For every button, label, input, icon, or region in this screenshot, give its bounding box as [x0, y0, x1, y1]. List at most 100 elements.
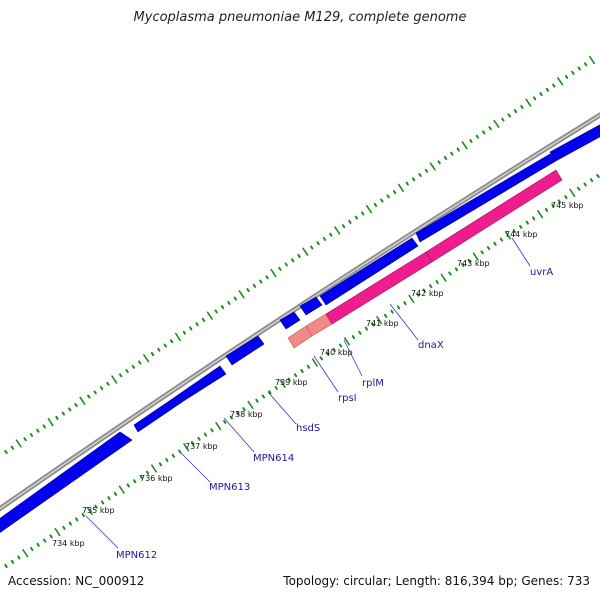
minor-tick [512, 229, 516, 234]
minor-tick [469, 139, 473, 143]
gene-block-1 [0, 431, 133, 533]
minor-tick [242, 407, 246, 412]
minor-tick [75, 517, 79, 522]
minor-tick [287, 377, 291, 382]
gene-block-3 [177, 365, 227, 403]
minor-tick [403, 301, 407, 306]
minor-tick [119, 373, 123, 378]
minor-tick [300, 369, 304, 373]
minor-tick [545, 87, 550, 92]
minor-tick [437, 160, 441, 165]
minor-tick [371, 322, 375, 327]
major-tick [557, 77, 564, 86]
major-tick [143, 354, 150, 363]
minor-tick [507, 113, 511, 118]
major-tick [408, 294, 415, 304]
minor-tick [274, 386, 278, 390]
minor-tick [74, 403, 78, 408]
tick-label-744: 744 kbp [505, 230, 538, 239]
major-tick [79, 396, 86, 406]
minor-tick [584, 62, 588, 67]
minor-tick [348, 219, 352, 224]
minor-tick [405, 181, 409, 186]
gene-block-7 [319, 237, 419, 306]
minor-tick [461, 263, 465, 267]
minor-tick [539, 92, 543, 97]
major-tick [15, 439, 22, 448]
minor-tick [364, 326, 368, 331]
minor-tick [233, 296, 237, 301]
minor-tick [131, 364, 136, 369]
tick-label-741: 741 kbp [366, 319, 399, 328]
major-tick [279, 379, 286, 388]
leader-uvra [511, 237, 531, 267]
leader-rplm [343, 339, 363, 377]
minor-tick [488, 126, 492, 131]
major-tick [472, 252, 479, 261]
minor-tick [10, 559, 15, 564]
highlight-gene-track [287, 169, 563, 349]
minor-tick [201, 317, 206, 322]
gene-label-rplm: rplM [362, 378, 384, 389]
gene-label-mpn614: MPN614 [253, 453, 294, 464]
minor-tick [229, 415, 233, 420]
minor-tick [227, 300, 231, 305]
tick-label-740: 740 kbp [320, 348, 353, 357]
minor-tick [564, 75, 569, 79]
major-tick [215, 421, 222, 431]
minor-tick [544, 207, 549, 212]
gene-label-mpn612: MPN612 [116, 550, 157, 561]
major-tick [118, 485, 125, 494]
minor-tick [265, 275, 269, 280]
minor-tick [145, 470, 150, 475]
major-tick [151, 464, 157, 473]
minor-tick [165, 458, 169, 462]
major-tick [334, 226, 341, 235]
minor-tick [252, 283, 257, 288]
minor-tick [326, 352, 330, 356]
minor-tick [482, 130, 486, 135]
minor-tick [94, 504, 98, 509]
tick-label-745: 745 kbp [551, 201, 584, 210]
major-tick [302, 247, 309, 256]
accession-label: Accession: NC_000912 [8, 574, 145, 588]
major-tick [47, 417, 54, 427]
major-tick [247, 400, 254, 410]
minor-tick [62, 525, 66, 530]
minor-tick [203, 432, 208, 437]
minor-tick [189, 326, 193, 331]
minor-tick [380, 198, 384, 203]
minor-tick [261, 394, 266, 399]
minor-tick [236, 411, 240, 416]
minor-tick [390, 309, 394, 314]
genome-backbone-highlight [0, 114, 600, 510]
minor-tick [322, 237, 327, 241]
minor-tick [525, 220, 529, 225]
tick-label-738: 738 kbp [230, 410, 263, 419]
tick-label-742: 742 kbp [411, 289, 444, 298]
minor-tick [259, 279, 263, 284]
major-tick [493, 119, 500, 128]
minor-tick [36, 428, 40, 433]
minor-tick [99, 386, 104, 391]
major-tick [86, 506, 93, 516]
genome-summary: Topology: circular; Length: 816,394 bp; … [283, 574, 590, 588]
minor-tick [100, 500, 105, 505]
minor-tick [169, 339, 174, 344]
minor-tick [486, 246, 491, 251]
minor-tick [163, 343, 167, 348]
gene-block-9 [549, 124, 600, 163]
major-tick [311, 358, 318, 367]
minor-tick [10, 445, 14, 450]
minor-tick [125, 369, 129, 373]
major-tick [588, 55, 596, 65]
minor-tick [195, 322, 199, 327]
minor-tick [589, 178, 594, 183]
major-tick [461, 141, 468, 150]
gene-label-dnax: dnaX [418, 340, 444, 351]
minor-tick [42, 538, 47, 543]
minor-tick [316, 241, 320, 246]
map-title: Mycoplasma pneumoniae M129, complete gen… [133, 10, 467, 25]
minor-tick [210, 428, 214, 433]
